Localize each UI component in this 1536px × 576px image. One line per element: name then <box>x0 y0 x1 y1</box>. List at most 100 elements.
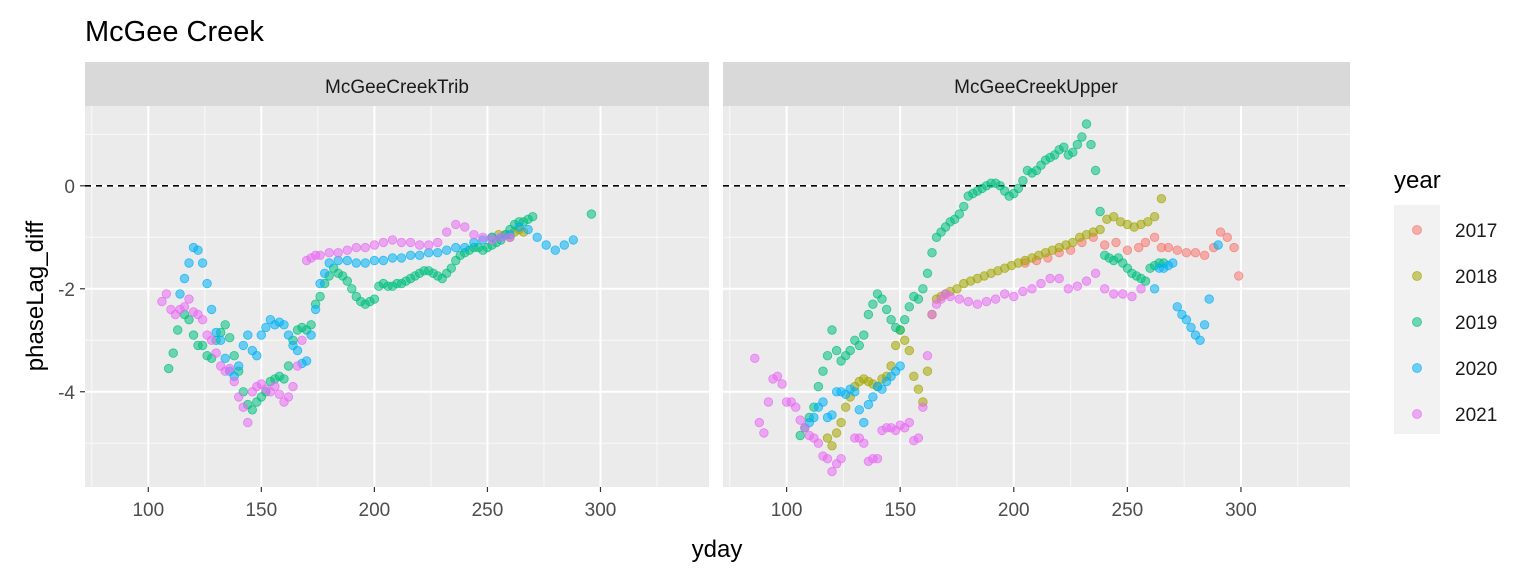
data-point-2020 <box>1172 302 1183 312</box>
data-point-2017 <box>1172 245 1183 255</box>
data-point-2021 <box>405 237 416 248</box>
data-point-2021 <box>1045 273 1055 284</box>
data-point-2019 <box>197 340 208 351</box>
data-point-2020 <box>197 258 208 268</box>
data-point-2021 <box>922 351 933 361</box>
data-point-2019 <box>315 291 325 302</box>
data-point-2018 <box>1095 224 1105 235</box>
data-point-2020 <box>351 258 362 268</box>
data-point-2021 <box>292 361 303 371</box>
data-point-2021 <box>963 296 974 307</box>
data-point-2019 <box>1018 175 1028 186</box>
data-point-2017 <box>1229 242 1239 253</box>
data-point-2021 <box>750 353 760 364</box>
data-point-2018 <box>904 345 915 356</box>
data-point-2020 <box>342 255 353 266</box>
data-point-2019 <box>306 320 316 330</box>
data-point-2021 <box>396 237 407 248</box>
data-point-2019 <box>927 247 937 258</box>
data-point-2021 <box>161 289 172 299</box>
data-point-2019 <box>1095 206 1105 217</box>
data-point-2020 <box>292 345 303 356</box>
data-point-2019 <box>586 209 597 219</box>
data-point-2021 <box>1108 289 1119 299</box>
data-point-2020 <box>1181 315 1192 325</box>
data-point-2020 <box>1213 240 1223 250</box>
data-point-2021 <box>197 315 208 325</box>
data-point-2018 <box>909 371 919 382</box>
panel-mcgeecreekupper: McGeeCreekUpper <box>723 62 1350 487</box>
data-point-2017 <box>1122 245 1133 255</box>
data-point-2020 <box>433 247 443 258</box>
data-point-2021 <box>224 363 235 374</box>
y-tick-label: 0 <box>64 177 75 198</box>
legend-key-2019 <box>1412 317 1422 327</box>
data-point-2020 <box>568 235 579 245</box>
data-point-2020 <box>1186 322 1196 333</box>
data-point-2021 <box>813 438 824 448</box>
data-point-2020 <box>451 242 461 253</box>
data-point-2018 <box>841 402 851 412</box>
legend-label-2020: 2020 <box>1455 359 1497 380</box>
points-mcgeecreekupper <box>750 119 1244 477</box>
data-point-2020 <box>360 258 371 268</box>
data-point-2019 <box>168 348 178 358</box>
data-point-2018 <box>1108 211 1119 222</box>
data-point-2020 <box>460 242 470 253</box>
data-point-2021 <box>315 250 325 261</box>
data-point-2021 <box>342 245 353 255</box>
data-point-2020 <box>405 250 416 261</box>
data-point-2021 <box>913 433 924 443</box>
data-point-2019 <box>184 315 194 325</box>
data-point-2021 <box>243 417 253 428</box>
data-point-2019 <box>1013 183 1024 194</box>
data-point-2021 <box>759 428 769 438</box>
data-point-2019 <box>900 315 910 325</box>
chart-title: McGee Creek <box>85 16 264 48</box>
data-point-2019 <box>279 374 289 384</box>
data-point-2021 <box>872 454 883 464</box>
data-point-2021 <box>333 247 343 258</box>
data-point-2021 <box>442 227 452 237</box>
data-point-2020 <box>809 412 819 423</box>
y-tick-label: -4 <box>58 383 75 404</box>
panel-mcgeecreektrib: McGeeCreekTrib <box>85 62 709 487</box>
data-point-2020 <box>233 361 244 371</box>
data-point-2021 <box>777 379 787 389</box>
data-point-2021 <box>451 219 461 230</box>
data-point-2021 <box>1118 289 1128 299</box>
data-point-2019 <box>922 268 933 279</box>
data-point-2021 <box>945 291 955 302</box>
data-point-2021 <box>1063 284 1074 294</box>
data-point-2019 <box>904 302 915 312</box>
data-point-2018 <box>913 384 924 394</box>
data-point-2020 <box>175 289 185 299</box>
data-point-2020 <box>279 320 289 330</box>
data-point-2020 <box>387 253 398 263</box>
data-point-2021 <box>496 232 506 243</box>
data-point-2018 <box>831 428 842 438</box>
data-point-2020 <box>333 255 343 266</box>
data-point-2020 <box>1199 320 1210 330</box>
data-point-2021 <box>918 402 928 412</box>
data-point-2020 <box>301 356 312 366</box>
data-point-2020 <box>215 335 226 346</box>
data-point-2020 <box>850 387 860 397</box>
x-tick-label: 200 <box>359 500 391 521</box>
data-point-2021 <box>763 397 774 407</box>
data-point-2019 <box>918 284 928 294</box>
data-point-2021 <box>157 296 167 307</box>
strip-background <box>723 62 1350 106</box>
data-point-2020 <box>550 245 561 255</box>
data-point-2019 <box>881 304 892 315</box>
data-point-2020 <box>315 278 325 289</box>
data-point-2021 <box>387 235 398 245</box>
data-point-2019 <box>831 345 842 356</box>
data-point-2019 <box>188 330 199 340</box>
data-point-2020 <box>238 340 249 351</box>
data-point-2017 <box>1222 232 1233 243</box>
legend-title: year <box>1394 167 1441 194</box>
x-axis-title: yday <box>692 536 743 563</box>
data-point-2019 <box>895 325 905 335</box>
